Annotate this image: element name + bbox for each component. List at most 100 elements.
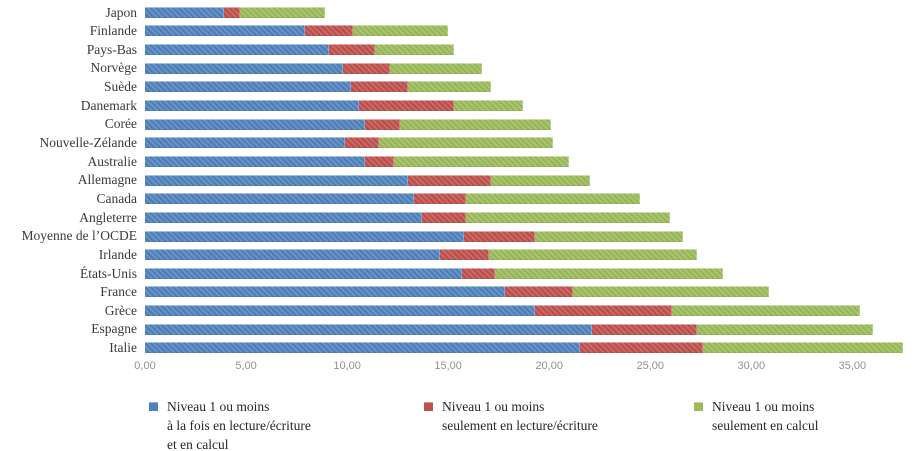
chart-row: Italie xyxy=(0,339,913,358)
bar-segment-green xyxy=(407,81,491,93)
bar-segment-blue xyxy=(145,25,305,37)
category-label: Pays-Bas xyxy=(86,41,137,57)
bar-track xyxy=(145,81,913,93)
chart-row: Suède xyxy=(0,78,913,97)
bar-track xyxy=(145,305,913,317)
bar-segment-green xyxy=(490,174,590,186)
bar-segment-green xyxy=(702,342,903,354)
x-axis-tick-label: 15,00 xyxy=(434,360,462,372)
bar-segment-blue xyxy=(145,137,346,149)
bar-segment-green xyxy=(488,249,697,261)
category-label: Corée xyxy=(104,116,137,132)
bar-segment-red xyxy=(223,6,240,18)
bar-track xyxy=(145,62,913,74)
chart-row: Japon xyxy=(0,3,913,22)
category-label: Japon xyxy=(105,4,138,20)
bar-segment-green xyxy=(672,305,861,317)
bar-segment-red xyxy=(464,230,536,242)
chart-row: Espagne xyxy=(0,320,913,339)
bar-track xyxy=(145,174,913,186)
bar-segment-green xyxy=(379,137,554,149)
category-label: Espagne xyxy=(91,321,137,337)
bar-track xyxy=(145,25,913,37)
bar-segment-red xyxy=(504,286,574,298)
bar-segment-red xyxy=(462,267,495,279)
legend-marker-icon xyxy=(694,402,703,411)
chart-row: Irlande xyxy=(0,245,913,264)
bar-segment-green xyxy=(393,155,570,167)
bar-segment-red xyxy=(365,155,394,167)
bar-track xyxy=(145,286,913,298)
legend-item: Niveau 1 ou moins seulement en calcul xyxy=(694,397,818,435)
bar-track xyxy=(145,118,913,130)
chart-row: Danemark xyxy=(0,96,913,115)
chart-row: Finlande xyxy=(0,22,913,41)
bar-track xyxy=(145,230,913,242)
chart-row: Australie xyxy=(0,152,913,171)
bar-segment-green xyxy=(399,118,552,130)
bar-segment-green xyxy=(353,25,449,37)
bar-track xyxy=(145,137,913,149)
bar-segment-red xyxy=(591,323,697,335)
chart-row: Moyenne de l’OCDE xyxy=(0,227,913,246)
legend-label-line: seulement en calcul xyxy=(712,418,819,433)
bar-segment-blue xyxy=(145,211,422,223)
category-label: Allemagne xyxy=(77,172,137,188)
bar-track xyxy=(145,193,913,205)
bar-segment-red xyxy=(365,118,400,130)
bar-track xyxy=(145,211,913,223)
legend-item: Niveau 1 ou moins à la fois en lecture/éc… xyxy=(149,397,311,451)
bar-segment-red xyxy=(343,62,390,74)
bar-segment-red xyxy=(421,211,467,223)
bar-track xyxy=(145,155,913,167)
bar-segment-red xyxy=(345,137,380,149)
bar-segment-blue xyxy=(145,249,441,261)
x-axis-tick-label: 35,00 xyxy=(838,360,867,372)
category-label: Moyenne de l’OCDE xyxy=(21,228,137,244)
bar-segment-blue xyxy=(145,193,414,205)
bar-segment-red xyxy=(579,342,703,354)
bar-segment-red xyxy=(328,44,376,56)
bar-segment-green xyxy=(466,193,641,205)
category-label: Finlande xyxy=(89,23,137,39)
bar-segment-green xyxy=(466,211,671,223)
bar-segment-blue xyxy=(145,174,408,186)
bar-track xyxy=(145,342,913,354)
bar-segment-green xyxy=(454,100,523,112)
legend-label: Niveau 1 ou moins seulement en lecture/éc… xyxy=(442,397,598,435)
bar-segment-blue xyxy=(145,342,580,354)
bar-track xyxy=(145,249,913,261)
x-axis-tick-label: 0,00 xyxy=(134,360,156,372)
category-label: Australie xyxy=(87,153,138,169)
category-label: Danemark xyxy=(80,97,137,113)
legend-marker-icon xyxy=(424,402,433,411)
bar-segment-blue xyxy=(145,81,352,93)
bar-segment-blue xyxy=(145,6,224,18)
legend-label-line: Niveau 1 ou moins xyxy=(442,399,545,414)
category-label: Angleterre xyxy=(79,209,137,225)
chart-row: États-Unis xyxy=(0,264,913,283)
x-axis-tick-label: 5,00 xyxy=(235,360,257,372)
bar-segment-red xyxy=(407,174,491,186)
legend: Niveau 1 ou moins à la fois en lecture/éc… xyxy=(0,397,913,451)
legend-label-line: seulement en lecture/écriture xyxy=(442,418,598,433)
legend-marker-icon xyxy=(149,402,158,411)
category-label: Norvège xyxy=(90,60,137,76)
bar-segment-green xyxy=(239,6,325,18)
legend-item: Niveau 1 ou moins seulement en lecture/éc… xyxy=(424,397,598,435)
bar-segment-green xyxy=(535,230,683,242)
category-label: Suède xyxy=(104,79,137,95)
bar-track xyxy=(145,100,913,112)
chart-row: Canada xyxy=(0,189,913,208)
bar-segment-green xyxy=(375,44,455,56)
x-axis: 0,00 5,00 10,00 15,00 20,00 25,00 30,00 35,00 xyxy=(134,360,913,376)
chart-rows: Japon Finlande Pays-Bas Norvège Suède Danemar… xyxy=(0,3,913,357)
bar-segment-blue xyxy=(145,62,344,74)
bar-segment-red xyxy=(351,81,408,93)
category-label: Canada xyxy=(96,190,137,206)
bar-segment-blue xyxy=(145,305,536,317)
bar-segment-green xyxy=(696,323,873,335)
legend-label-line: et en calcul xyxy=(167,437,229,451)
category-label: France xyxy=(100,284,137,300)
